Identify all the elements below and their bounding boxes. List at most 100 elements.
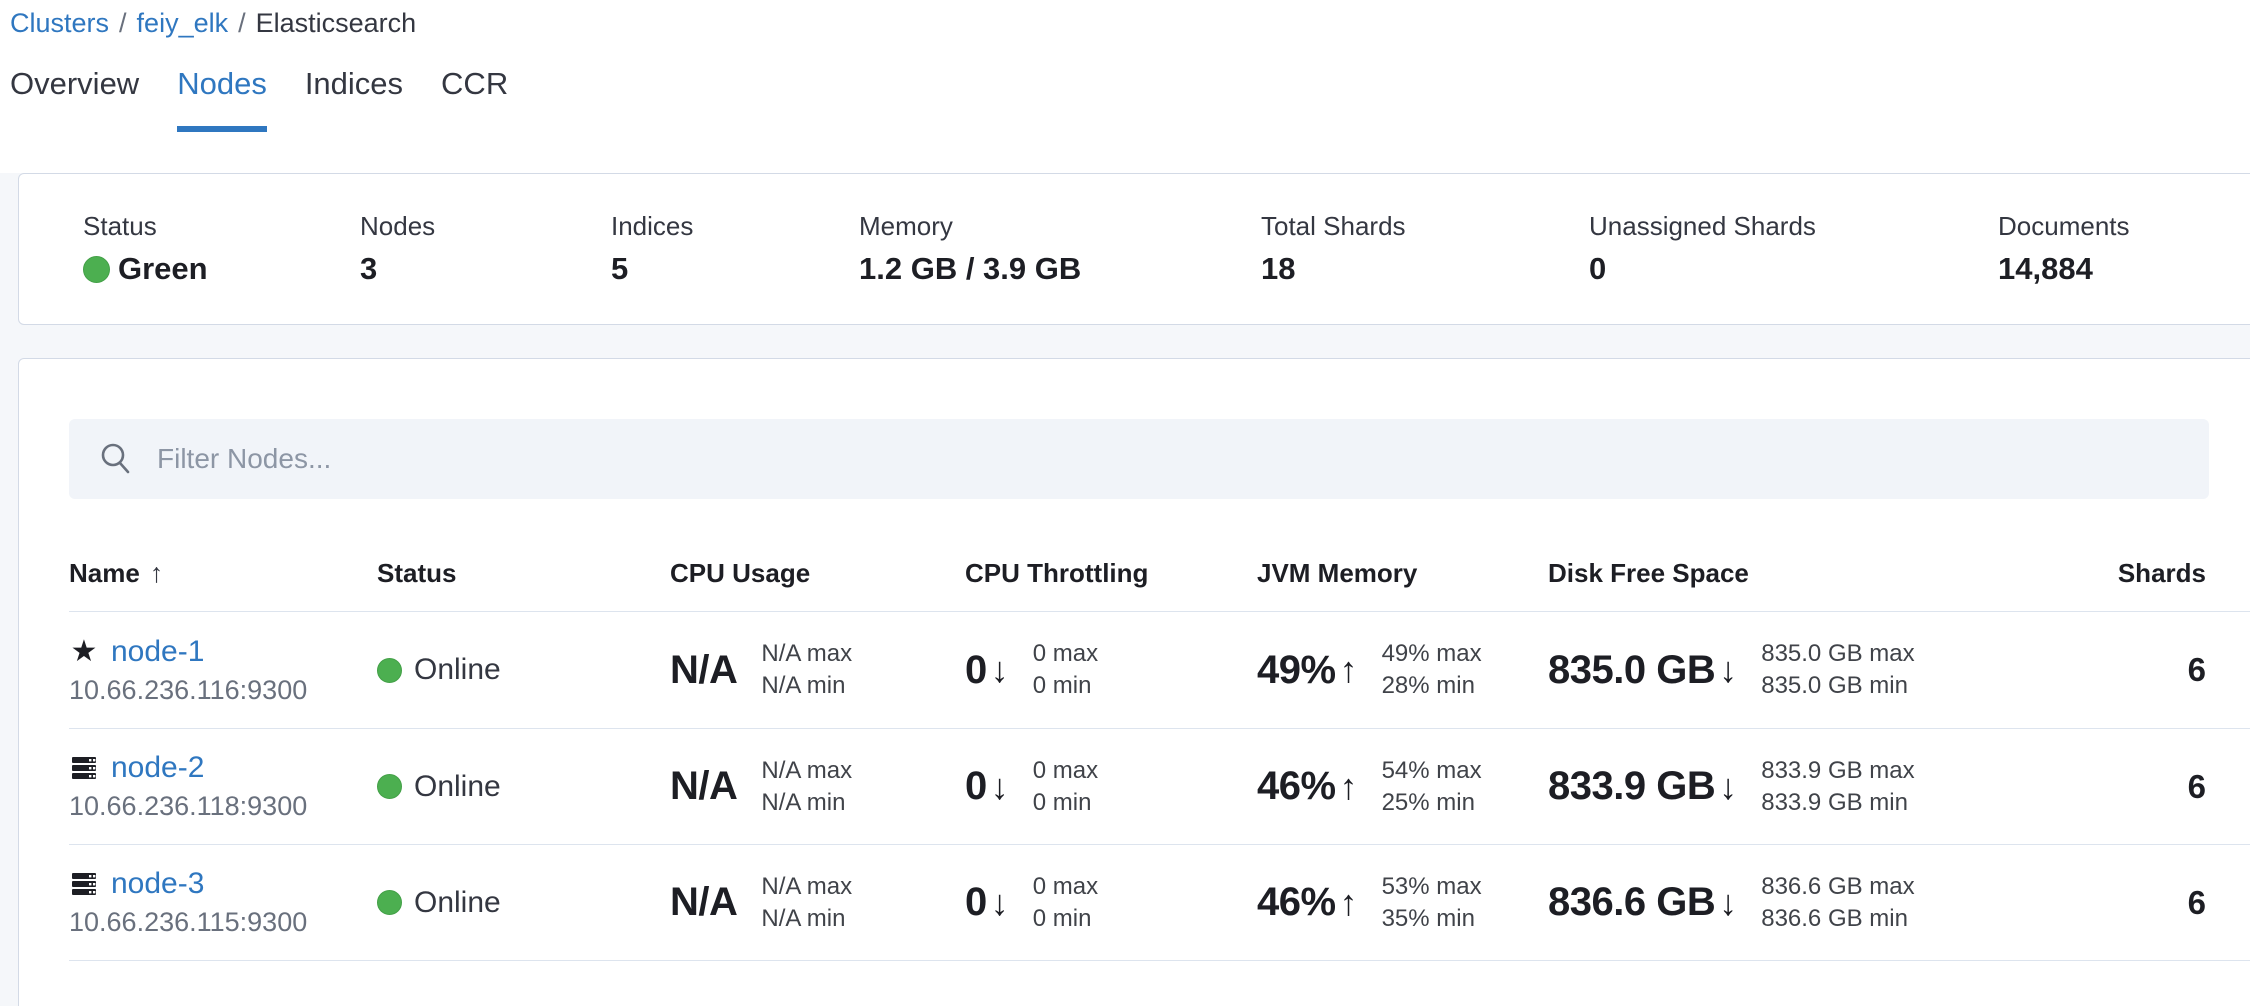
status-dot xyxy=(377,890,402,915)
metric-max: N/A max xyxy=(761,640,853,667)
page-content: Status Green Nodes 3 Indices 5 Memory 1.2 GB / … xyxy=(0,173,2250,1006)
jvm-memory-cell: 46% ↑ 53% max 35% min xyxy=(1257,845,1548,961)
page-header: Clusters/feiy_elk/Elasticsearch 10 secon… xyxy=(0,0,2250,134)
breadcrumb-item-feiy_elk[interactable]: feiy_elk xyxy=(136,8,229,38)
table-row[interactable]: node-2 10.66.236.118:9300 Online N/A N/A max… xyxy=(69,728,2250,845)
status-dot xyxy=(83,255,110,283)
breadcrumb-separator: / xyxy=(119,8,127,38)
cpu-usage-cell: N/A N/A max N/A min xyxy=(670,845,965,961)
summary-item-unassigned-shards: Unassigned Shards 0 xyxy=(1589,211,1998,287)
status-dot xyxy=(377,774,402,799)
metric-min: 0 min xyxy=(1032,788,1092,816)
status-cell-td: Online xyxy=(377,612,670,729)
metric-max: 0 max xyxy=(1032,756,1099,784)
breadcrumb-item-clusters[interactable]: Clusters xyxy=(10,8,110,38)
metric-max: N/A max xyxy=(761,872,853,900)
metric-value: 46% xyxy=(1257,764,1336,808)
metric-max-min: 833.9 GB max 833.9 GB min xyxy=(1761,755,1914,819)
summary-label: Memory xyxy=(859,211,953,241)
tab-overview[interactable]: Overview xyxy=(10,66,140,101)
tab-indices[interactable]: Indices xyxy=(304,66,404,101)
status-cell-td: Online xyxy=(377,845,670,961)
nodes-table: Name ↑ Status CPU Usage CPU Throttling JVM Me… xyxy=(69,544,2250,961)
disk-free-space-cell: 833.9 GB ↓ 833.9 GB max 833.9 GB min xyxy=(1548,729,2069,845)
metric-value: 49% xyxy=(1257,647,1336,692)
metric: 0 ↓ 0 max 0 min xyxy=(965,638,1257,702)
summary-label: Documents xyxy=(1998,211,2130,241)
node-link[interactable]: node-3 xyxy=(111,867,205,900)
metric-max: 0 max xyxy=(1032,872,1099,900)
node-link[interactable]: node-2 xyxy=(111,751,205,784)
metric-value: 0 xyxy=(965,764,987,808)
metric: 835.0 GB ↓ 835.0 GB max 835.0 GB min xyxy=(1548,638,2069,702)
metric-max-min: 49% max 28% min xyxy=(1382,638,1482,702)
column-header-status[interactable]: Status xyxy=(377,558,457,588)
disk-free-space-cell: 836.6 GB ↓ 836.6 GB max 836.6 GB min xyxy=(1548,845,2069,961)
column-header-shards[interactable]: Shards xyxy=(2117,558,2206,588)
metric: 49% ↑ 49% max 28% min xyxy=(1257,638,1548,702)
breadcrumb: Clusters / feiy_elk / Elasticsearch xyxy=(10,8,416,39)
summary-label: Unassigned Shards xyxy=(1589,211,1816,241)
filter-nodes-input[interactable] xyxy=(157,443,1957,475)
shards-count: 6 xyxy=(2187,767,2206,805)
table-row[interactable]: node-3 10.66.236.115:9300 Online N/A N/A max… xyxy=(69,844,2250,961)
breadcrumb-separator: / xyxy=(238,8,246,38)
tab-bar: Overview Nodes Indices CCR xyxy=(10,66,508,132)
metric-max: 53% max xyxy=(1381,872,1482,900)
metric: 46% ↑ 53% max 35% min xyxy=(1257,871,1548,935)
metric-value: 0 xyxy=(965,880,987,924)
metric-min: 28% min xyxy=(1381,672,1475,699)
node-status: Online xyxy=(377,653,670,687)
summary-label: Nodes xyxy=(360,211,436,241)
tab-ccr[interactable]: CCR xyxy=(441,66,509,101)
column-header-disk-free-space[interactable]: Disk Free Space xyxy=(1548,558,1749,588)
cpu-throttling-cell: 0 ↓ 0 max 0 min xyxy=(965,729,1257,845)
column-header-jvm-memory[interactable]: JVM Memory xyxy=(1257,558,1418,588)
metric: 46% ↑ 54% max 25% min xyxy=(1257,755,1548,819)
summary-value: 14,884 xyxy=(1998,251,2093,286)
node-status: Online xyxy=(377,886,670,920)
trend-up-icon: ↑ xyxy=(1339,649,1358,690)
metric-value: 0 xyxy=(965,647,987,692)
cluster-summary-bar: Status Green Nodes 3 Indices 5 Memory 1.2 GB / … xyxy=(18,173,2250,325)
column-header-name[interactable]: Name ↑ xyxy=(69,558,164,588)
summary-label: Total Shards xyxy=(1261,211,1406,241)
node-link[interactable]: node-1 xyxy=(111,634,205,668)
metric: 0 ↓ 0 max 0 min xyxy=(965,871,1257,935)
summary-value: Green xyxy=(83,251,360,287)
table-row[interactable]: ★ node-1 10.66.236.116:9300 Online N/A N/A ma… xyxy=(69,611,2250,729)
search-icon xyxy=(97,440,135,478)
jvm-memory-cell: 49% ↑ 49% max 28% min xyxy=(1257,612,1548,729)
metric-max-min: 53% max 35% min xyxy=(1382,871,1482,935)
metric-value: 836.6 GB xyxy=(1548,880,1716,924)
metric: N/A N/A max N/A min xyxy=(670,638,965,702)
metric-max-min: N/A max N/A min xyxy=(761,755,852,819)
trend-down-icon: ↓ xyxy=(1719,649,1738,690)
metric-min: 0 min xyxy=(1032,672,1092,699)
filter-nodes-box[interactable] xyxy=(69,419,2209,499)
sort-ascending-icon: ↑ xyxy=(149,558,164,588)
node-status: Online xyxy=(377,770,670,804)
cpu-usage-cell: N/A N/A max N/A min xyxy=(670,729,965,845)
metric-min: N/A min xyxy=(761,904,846,932)
trend-down-icon: ↓ xyxy=(1719,765,1738,807)
metric: 833.9 GB ↓ 833.9 GB max 833.9 GB min xyxy=(1548,755,2069,819)
summary-item-indices: Indices 5 xyxy=(611,211,859,287)
metric-max-min: N/A max N/A min xyxy=(761,638,852,702)
metric-max-min: 0 max 0 min xyxy=(1033,871,1098,935)
metric-min: 0 min xyxy=(1032,904,1092,932)
metric-max-min: 0 max 0 min xyxy=(1033,755,1098,819)
metric: N/A N/A max N/A min xyxy=(670,871,965,935)
cpu-usage-cell: N/A N/A max N/A min xyxy=(670,612,965,729)
column-header-cpu-throttling[interactable]: CPU Throttling xyxy=(965,558,1149,588)
summary-item-total-shards: Total Shards 18 xyxy=(1261,211,1589,287)
metric-value: N/A xyxy=(670,764,738,808)
tab-nodes[interactable]: Nodes xyxy=(177,66,267,132)
transport-address: 10.66.236.116:9300 xyxy=(69,675,308,705)
disk-free-space-cell: 835.0 GB ↓ 835.0 GB max 835.0 GB min xyxy=(1548,612,2069,729)
metric-max: 833.9 GB max xyxy=(1761,756,1915,784)
metric: 0 ↓ 0 max 0 min xyxy=(965,755,1257,819)
column-header-cpu-usage[interactable]: CPU Usage xyxy=(670,558,811,588)
metric: N/A N/A max N/A min xyxy=(670,755,965,819)
metric-min: 35% min xyxy=(1381,904,1475,932)
